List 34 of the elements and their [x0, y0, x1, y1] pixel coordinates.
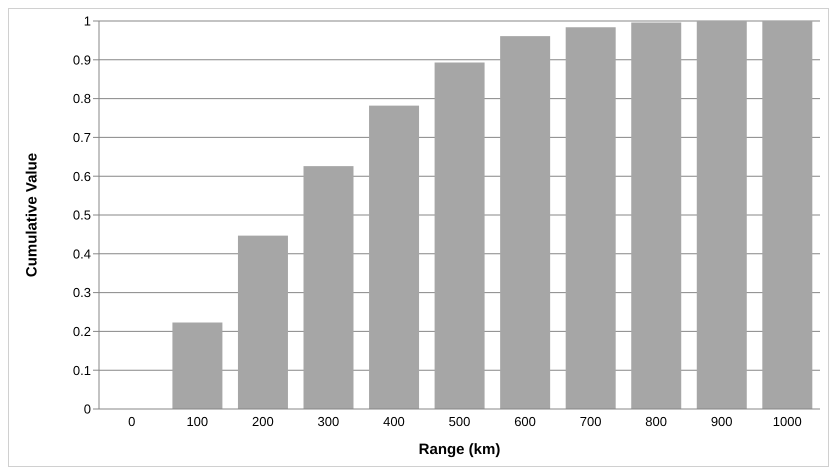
x-tick-label: 300	[318, 414, 340, 430]
bar	[762, 21, 812, 409]
bar	[696, 21, 747, 409]
x-axis-title: Range (km)	[418, 441, 500, 458]
y-tick-label: 0.1	[72, 362, 91, 378]
bar	[369, 106, 420, 409]
x-tick-label: 1000	[772, 414, 802, 430]
x-tick-label: 800	[645, 414, 667, 430]
bar	[631, 22, 682, 409]
bar	[566, 27, 616, 409]
bar	[172, 322, 222, 409]
bar	[238, 236, 288, 409]
bar	[500, 36, 550, 409]
y-tick-label: 1	[84, 14, 91, 29]
y-tick-label: 0.6	[72, 168, 91, 184]
x-tick-label: 400	[383, 414, 405, 430]
y-tick-label: 0.9	[72, 52, 91, 68]
x-tick-label: 900	[710, 414, 733, 430]
y-tick-label: 0.7	[72, 130, 91, 146]
x-tick-label: 500	[448, 414, 470, 430]
x-tick-label: 600	[514, 414, 536, 430]
y-tick-label: 0.5	[72, 208, 91, 223]
bar	[434, 62, 485, 409]
y-tick-label: 0.4	[72, 246, 91, 262]
bar	[304, 166, 354, 409]
y-tick-label: 0.2	[72, 324, 91, 340]
y-tick-label: 0.3	[72, 285, 91, 300]
y-axis-title: Cumulative Value	[23, 152, 40, 278]
x-tick-label: 100	[186, 414, 208, 430]
x-tick-label: 700	[580, 414, 602, 430]
y-tick-label: 0	[84, 402, 91, 417]
y-tick-label: 0.8	[72, 91, 91, 106]
x-tick-label: 200	[252, 414, 274, 430]
x-tick-label: 0	[128, 414, 136, 430]
